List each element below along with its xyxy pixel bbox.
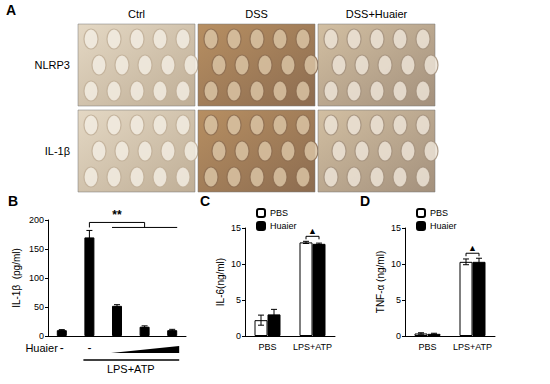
- svg-text:IL-1β: IL-1β: [45, 145, 70, 157]
- svg-text:0: 0: [396, 331, 401, 341]
- svg-text:TNF-α (ng/ml): TNF-α (ng/ml): [375, 251, 386, 313]
- svg-text:LPS+ATP: LPS+ATP: [453, 342, 492, 352]
- svg-text:100: 100: [29, 273, 44, 283]
- svg-text:50: 50: [34, 302, 44, 312]
- svg-text:DSS+Huaier: DSS+Huaier: [346, 8, 408, 20]
- svg-text:-: -: [60, 341, 64, 355]
- svg-text:▲: ▲: [468, 243, 477, 253]
- svg-text:200: 200: [29, 215, 44, 225]
- svg-text:Huaier: Huaier: [25, 342, 58, 354]
- svg-text:Huaier: Huaier: [270, 221, 297, 231]
- svg-text:▲: ▲: [308, 226, 317, 236]
- svg-text:15: 15: [391, 223, 401, 233]
- svg-text:**: **: [112, 208, 122, 222]
- svg-text:PBS: PBS: [258, 342, 276, 352]
- svg-text:-: -: [87, 341, 91, 355]
- svg-text:0: 0: [39, 331, 44, 341]
- svg-text:10: 10: [391, 259, 401, 269]
- svg-text:DSS: DSS: [245, 8, 268, 20]
- svg-text:5: 5: [396, 295, 401, 305]
- svg-text:15: 15: [231, 223, 241, 233]
- svg-text:LPS+ATP: LPS+ATP: [293, 342, 332, 352]
- svg-text:10: 10: [231, 259, 241, 269]
- svg-text:PBS: PBS: [270, 208, 288, 218]
- svg-text:IL-6(ng/ml): IL-6(ng/ml): [215, 258, 226, 306]
- svg-text:D: D: [360, 193, 370, 209]
- svg-text:150: 150: [29, 244, 44, 254]
- svg-text:B: B: [8, 193, 18, 209]
- svg-text:IL-1β (pg/ml): IL-1β (pg/ml): [11, 248, 22, 308]
- svg-text:C: C: [200, 193, 210, 209]
- svg-text:0: 0: [236, 331, 241, 341]
- svg-text:PBS: PBS: [430, 208, 448, 218]
- svg-text:Huaier: Huaier: [430, 221, 457, 231]
- svg-text:A: A: [6, 2, 16, 18]
- svg-text:Ctrl: Ctrl: [128, 8, 145, 20]
- svg-text:PBS: PBS: [418, 342, 436, 352]
- svg-text:5: 5: [236, 295, 241, 305]
- svg-text:LPS+ATP: LPS+ATP: [107, 363, 155, 375]
- svg-text:NLRP3: NLRP3: [35, 59, 70, 71]
